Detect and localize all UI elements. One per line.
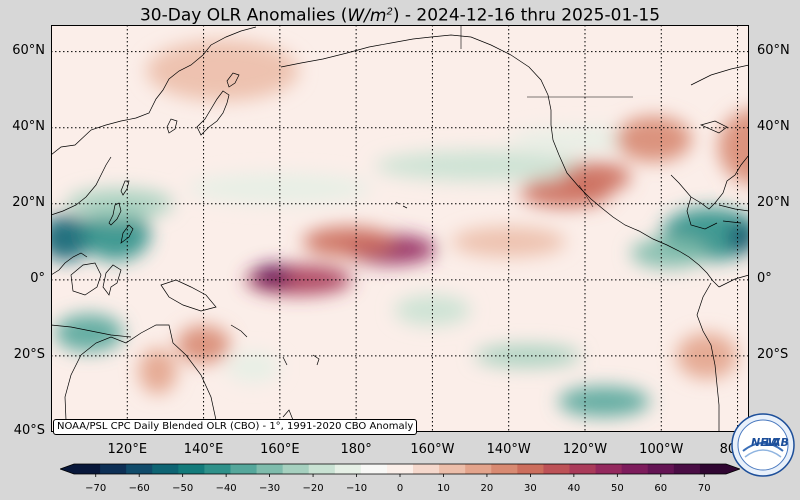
colorbar-cell <box>569 464 597 474</box>
lat-tick-left: 40°N <box>12 118 45 134</box>
anomaly-feature-22 <box>138 348 177 394</box>
anomaly-feature-15 <box>253 264 292 288</box>
source-label: NOAA/PSL CPC Daily Blended OLR (CBO) - 1… <box>53 419 418 435</box>
colorbar-tick-label: 70 <box>697 483 711 494</box>
lon-tick: 100°W <box>639 442 684 457</box>
colorbar-max-arrow <box>726 464 740 474</box>
colorbar-cell <box>491 464 518 474</box>
anomaly-feature-19 <box>562 161 631 193</box>
anomaly-feature-1 <box>81 207 151 261</box>
anomaly-feature-9 <box>54 314 124 353</box>
anomaly-feature-11 <box>558 386 650 417</box>
colorbar-cell <box>699 464 727 474</box>
colorbar-tick-label: −50 <box>172 483 194 494</box>
anomaly-feature-13 <box>226 352 280 383</box>
anomaly-feature-7 <box>729 222 749 254</box>
colorbar-cell <box>74 464 101 474</box>
colorbar-cell <box>543 464 571 474</box>
colorbar-tick-label: 50 <box>610 483 624 494</box>
colorbar-tick-label: 30 <box>524 483 537 494</box>
anomaly-feature-17 <box>302 226 395 258</box>
anomaly-feature-21 <box>176 325 231 364</box>
colorbar-cell <box>204 464 231 474</box>
lon-tick: 120°W <box>562 442 608 457</box>
colorbar-cell <box>100 464 127 474</box>
colorbar-cell <box>282 464 310 474</box>
colorbar-cell <box>334 464 362 474</box>
colorbar-tick-label: −20 <box>302 483 324 494</box>
map-title: 30-Day OLR Anomalies (W/m2) - 2024-12-16… <box>139 5 661 26</box>
colorbar-cell <box>673 464 701 474</box>
lat-tick-right: 20°N <box>757 194 790 210</box>
colorbar-cell <box>178 464 205 474</box>
colorbar-cell <box>152 464 179 474</box>
graticule <box>51 25 749 432</box>
colorbar-cell <box>595 464 623 474</box>
colorbar-cell <box>413 464 440 474</box>
colorbar-cell <box>465 464 492 474</box>
anomaly-feature-4 <box>375 150 589 181</box>
colorbar-cell <box>621 464 649 474</box>
colorbar-cell <box>386 464 414 474</box>
colorbar-tick-label: −10 <box>345 483 368 494</box>
anomaly-feature-8 <box>630 238 708 269</box>
colorbar <box>60 463 740 477</box>
lat-tick-left: 20°S <box>13 346 45 362</box>
olr-anomaly-map <box>51 25 749 432</box>
lat-tick-right: 60°N <box>757 42 790 58</box>
lon-tick: 140°E <box>183 442 224 457</box>
logo-text-2: LAB <box>765 436 789 449</box>
lon-tick: 140°W <box>486 442 531 457</box>
anomaly-field <box>51 40 749 417</box>
colorbar-tick-label: −30 <box>259 483 281 494</box>
lat-tick-right: 40°N <box>757 118 790 134</box>
colorbar-tick-label: 0 <box>396 483 404 494</box>
logo-text: NEW <box>751 436 781 449</box>
psl-logo-icon: NEW LAB <box>731 413 795 477</box>
colorbar-cell <box>360 464 388 474</box>
anomaly-feature-26 <box>146 40 299 102</box>
map-panel <box>51 25 749 432</box>
lat-tick-left: 0° <box>30 270 45 286</box>
colorbar-tick-label: 60 <box>654 483 668 494</box>
colorbar-tick-label: 20 <box>480 483 494 494</box>
lat-tick-right: 20°S <box>757 346 789 362</box>
lon-tick: 160°W <box>410 442 455 457</box>
anomaly-feature-0 <box>51 215 93 261</box>
colorbar-tick-label: −70 <box>85 483 107 494</box>
colorbar-cell <box>256 464 284 474</box>
colorbar-tick-label: 40 <box>567 483 581 494</box>
lon-tick: 180° <box>340 442 372 457</box>
lat-tick-right: 0° <box>757 270 772 286</box>
lon-tick: 120°E <box>107 442 148 457</box>
colorbar-cell <box>647 464 675 474</box>
colorbar-cell <box>517 464 544 474</box>
colorbar-cell <box>308 464 336 474</box>
colorbar-tick-label: −60 <box>128 483 150 494</box>
lat-tick-left: 20°N <box>12 194 45 210</box>
colorbar-cell <box>439 464 466 474</box>
anomaly-feature-20 <box>615 116 692 162</box>
colorbar-cell <box>126 464 153 474</box>
anomaly-feature-3 <box>188 173 372 204</box>
colorbar-min-arrow <box>60 464 74 474</box>
colorbar-cell <box>230 464 258 474</box>
colorbar-tick-label: 10 <box>437 483 450 494</box>
lat-tick-left: 60°N <box>12 42 45 58</box>
colorbar-tick-label: −40 <box>215 483 237 494</box>
colorbar-outline <box>60 463 740 475</box>
coastlines <box>51 25 749 432</box>
lon-tick: 160°E <box>260 442 300 457</box>
lat-tick-left: 40°S <box>13 423 45 438</box>
